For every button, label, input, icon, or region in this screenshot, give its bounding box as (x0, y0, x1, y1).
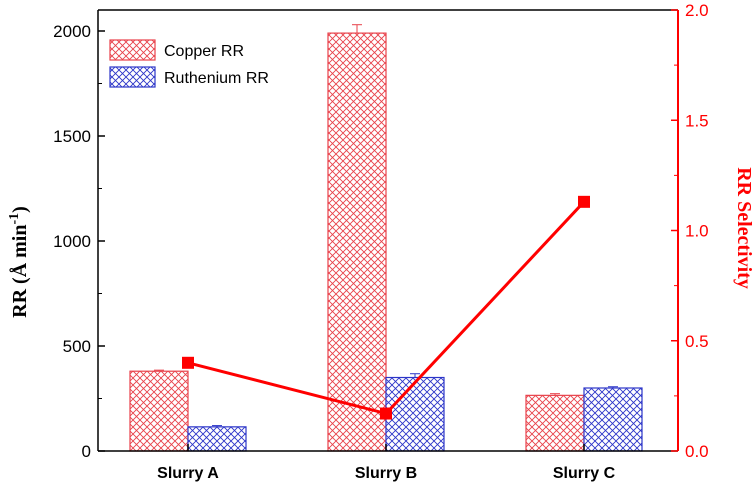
right-tick-label-1: 0.5 (685, 332, 709, 351)
error-bar-ruthenium-2 (608, 386, 618, 388)
left-axis-title: RR (Å min-1) (7, 206, 31, 318)
right-tick-label-2: 1.0 (685, 222, 709, 241)
x-category-label-1: Slurry B (355, 465, 417, 482)
legend-swatch-copper (109, 39, 156, 61)
x-category-label-2: Slurry C (553, 465, 616, 482)
left-tick-label-3: 1500 (53, 127, 91, 146)
legend-label-copper: Copper RR (164, 43, 244, 60)
error-bars-layer (154, 24, 618, 427)
right-tick-label-4: 2.0 (685, 1, 709, 20)
selectivity-line-layer (182, 195, 590, 420)
right-tick-label-0: 0.0 (685, 442, 709, 461)
left-tick-label-1: 500 (63, 337, 91, 356)
left-tick-label-4: 2000 (53, 22, 91, 41)
bar-copper-0 (129, 370, 189, 452)
bar-ruthenium-0 (187, 426, 247, 452)
bar-ruthenium-1 (385, 376, 445, 452)
selectivity-point-0 (182, 356, 194, 369)
error-bar-ruthenium-1 (410, 373, 420, 378)
left-axis-title-main: RR (Å min (8, 225, 31, 318)
error-bar-copper-2 (550, 393, 560, 396)
bars-layer (129, 32, 643, 452)
left-axis-title-close: ) (9, 206, 31, 213)
left-tick-label-0: 0 (82, 442, 91, 461)
legend: Copper RR Ruthenium RR (109, 39, 269, 88)
selectivity-point-2 (578, 195, 590, 208)
right-tick-label-3: 1.5 (685, 111, 709, 130)
left-axis: 0 500 1000 1500 2000 (53, 22, 105, 461)
right-axis: 0.0 0.5 1.0 1.5 2.0 (671, 1, 709, 461)
legend-label-ruthenium: Ruthenium RR (164, 70, 269, 87)
legend-swatch-ruthenium (109, 66, 156, 88)
error-bar-copper-1 (352, 24, 362, 34)
x-category-label-0: Slurry A (157, 465, 219, 482)
x-axis: Slurry A Slurry B Slurry C (157, 444, 616, 482)
bar-ruthenium-2 (583, 387, 643, 452)
left-tick-label-2: 1000 (53, 232, 91, 251)
error-bar-copper-0 (154, 369, 164, 372)
bar-copper-1 (327, 32, 387, 452)
selectivity-point-1 (380, 407, 392, 420)
left-axis-title-sup: -1 (7, 213, 22, 225)
right-axis-title: RR Selectivity (733, 167, 754, 289)
bar-copper-2 (525, 394, 585, 452)
error-bar-ruthenium-0 (212, 425, 222, 427)
